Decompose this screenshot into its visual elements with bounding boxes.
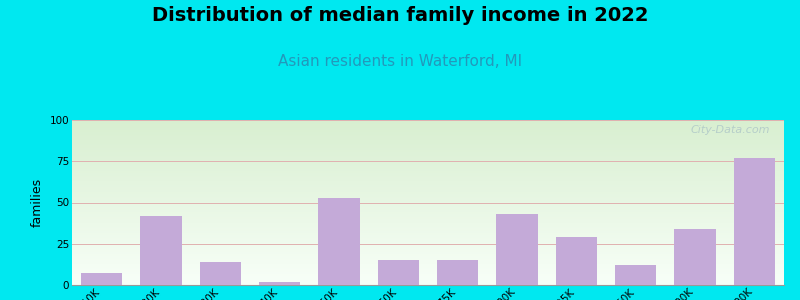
Bar — [378, 260, 419, 285]
Bar — [674, 229, 716, 285]
Bar — [140, 216, 182, 285]
Bar — [259, 282, 301, 285]
Bar — [734, 158, 775, 285]
Text: City-Data.com: City-Data.com — [690, 125, 770, 135]
Y-axis label: families: families — [31, 178, 44, 227]
Bar — [318, 197, 360, 285]
Bar — [496, 214, 538, 285]
Text: Distribution of median family income in 2022: Distribution of median family income in … — [152, 6, 648, 25]
Text: Asian residents in Waterford, MI: Asian residents in Waterford, MI — [278, 54, 522, 69]
Bar — [199, 262, 241, 285]
Bar — [81, 274, 122, 285]
Bar — [615, 265, 657, 285]
Bar — [555, 237, 597, 285]
Bar — [437, 260, 478, 285]
